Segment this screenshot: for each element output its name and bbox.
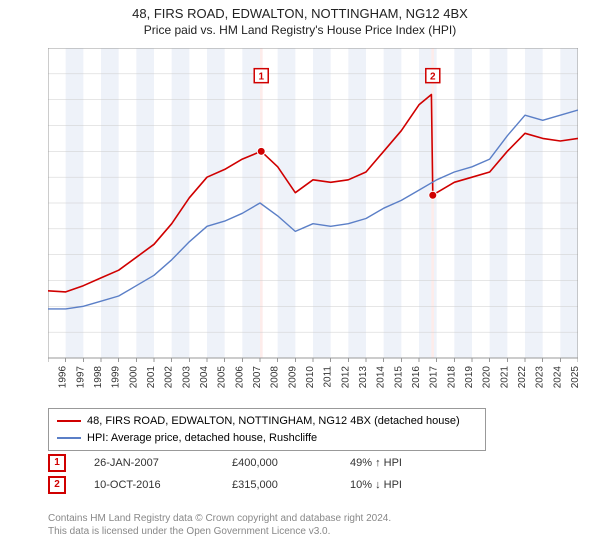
legend-swatch — [57, 420, 81, 422]
svg-text:2007: 2007 — [252, 366, 263, 389]
svg-text:2003: 2003 — [181, 366, 192, 389]
svg-text:2021: 2021 — [499, 366, 510, 389]
price-chart: £0£50K£100K£150K£200K£250K£300K£350K£400… — [48, 48, 578, 398]
sale-delta: 10% ↓ HPI — [350, 479, 440, 491]
sale-date: 10-OCT-2016 — [94, 479, 204, 491]
svg-text:2011: 2011 — [323, 366, 334, 388]
sale-price: £400,000 — [232, 457, 322, 469]
svg-text:1998: 1998 — [93, 366, 104, 389]
legend-swatch — [57, 437, 81, 439]
svg-text:1997: 1997 — [75, 366, 86, 389]
legend-item: HPI: Average price, detached house, Rush… — [57, 430, 477, 447]
svg-text:2: 2 — [430, 72, 436, 83]
svg-text:2009: 2009 — [287, 366, 298, 389]
legend-label: HPI: Average price, detached house, Rush… — [87, 430, 317, 447]
svg-text:1995: 1995 — [48, 366, 51, 389]
svg-text:2005: 2005 — [217, 366, 228, 389]
svg-text:2002: 2002 — [164, 366, 175, 389]
svg-text:2016: 2016 — [411, 366, 422, 389]
svg-text:2020: 2020 — [482, 366, 493, 389]
sales-table: 1 26-JAN-2007 £400,000 49% ↑ HPI 2 10-OCT-201… — [48, 452, 440, 496]
svg-text:2012: 2012 — [340, 366, 351, 389]
footer-line2: This data is licensed under the Open Gov… — [48, 525, 391, 538]
svg-text:1: 1 — [258, 72, 264, 83]
svg-text:2001: 2001 — [146, 366, 157, 389]
sale-marker-icon: 1 — [48, 454, 66, 472]
svg-text:1999: 1999 — [111, 366, 122, 389]
sale-row: 1 26-JAN-2007 £400,000 49% ↑ HPI — [48, 452, 440, 474]
legend-item: 48, FIRS ROAD, EDWALTON, NOTTINGHAM, NG1… — [57, 413, 477, 430]
legend-label: 48, FIRS ROAD, EDWALTON, NOTTINGHAM, NG1… — [87, 413, 460, 430]
svg-text:2024: 2024 — [552, 366, 563, 389]
svg-text:2022: 2022 — [517, 366, 528, 389]
sale-row: 2 10-OCT-2016 £315,000 10% ↓ HPI — [48, 474, 440, 496]
svg-text:2014: 2014 — [376, 366, 387, 389]
page-subtitle: Price paid vs. HM Land Registry's House … — [0, 23, 600, 37]
sale-price: £315,000 — [232, 479, 322, 491]
sale-date: 26-JAN-2007 — [94, 457, 204, 469]
sale-marker-icon: 2 — [48, 476, 66, 494]
svg-text:2019: 2019 — [464, 366, 475, 389]
footer-line1: Contains HM Land Registry data © Crown c… — [48, 512, 391, 525]
svg-text:2017: 2017 — [429, 366, 440, 389]
svg-text:2000: 2000 — [128, 366, 139, 389]
sale-delta: 49% ↑ HPI — [350, 457, 440, 469]
page-title: 48, FIRS ROAD, EDWALTON, NOTTINGHAM, NG1… — [0, 6, 600, 21]
svg-text:2015: 2015 — [393, 366, 404, 389]
svg-text:2008: 2008 — [270, 366, 281, 389]
svg-text:2025: 2025 — [570, 366, 578, 389]
svg-text:2006: 2006 — [234, 366, 245, 389]
svg-text:2004: 2004 — [199, 366, 210, 389]
svg-text:1996: 1996 — [58, 366, 69, 389]
svg-text:2013: 2013 — [358, 366, 369, 389]
svg-text:2018: 2018 — [446, 366, 457, 389]
legend: 48, FIRS ROAD, EDWALTON, NOTTINGHAM, NG1… — [48, 408, 486, 451]
svg-text:2023: 2023 — [535, 366, 546, 389]
svg-text:2010: 2010 — [305, 366, 316, 389]
footer-attribution: Contains HM Land Registry data © Crown c… — [48, 512, 391, 538]
